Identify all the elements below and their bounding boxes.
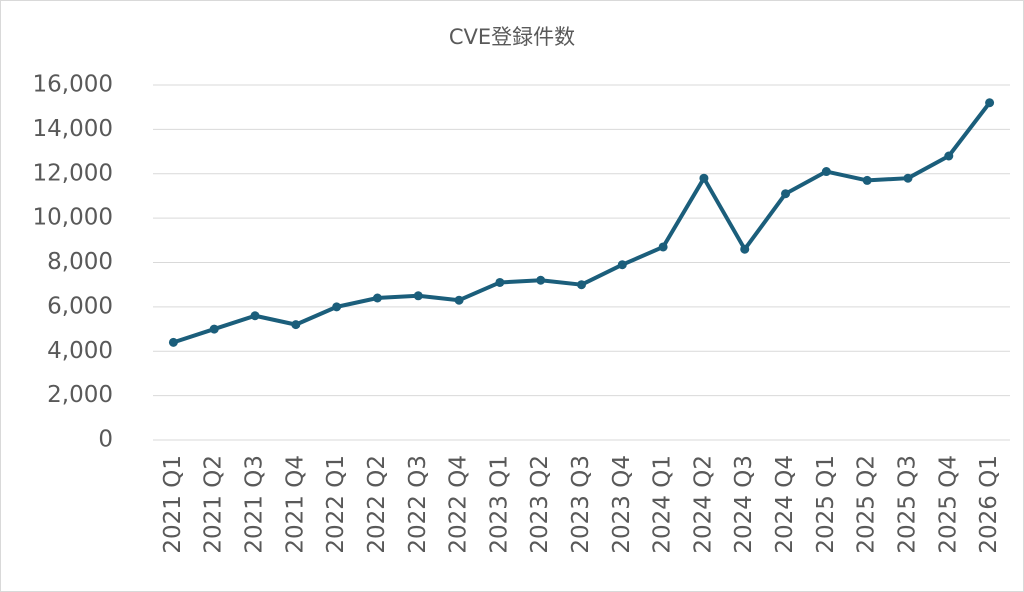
y-tick-label: 14,000 — [33, 116, 113, 142]
point — [291, 320, 301, 330]
x-tick-label: 2025 Q2 — [854, 455, 880, 554]
x-tick-label: 2025 Q1 — [813, 455, 839, 554]
point — [250, 311, 260, 321]
x-tick-label: 2023 Q3 — [568, 455, 594, 554]
x-tick-label: 2022 Q1 — [323, 455, 349, 554]
y-tick-label: 10,000 — [33, 205, 113, 231]
x-tick-label: 2023 Q2 — [527, 455, 553, 554]
y-tick-label: 16,000 — [33, 72, 113, 98]
point — [699, 173, 709, 183]
point — [985, 98, 995, 108]
chart-title: CVE登録件数 — [449, 25, 575, 49]
x-tick-label: 2024 Q2 — [690, 455, 716, 554]
point — [577, 280, 586, 290]
point — [332, 302, 342, 312]
point — [903, 173, 913, 183]
point — [372, 293, 382, 303]
x-tick-label: 2023 Q1 — [486, 455, 512, 554]
point — [740, 244, 750, 254]
x-tick-label: 2026 Q1 — [976, 455, 1002, 554]
point — [209, 324, 219, 334]
x-tick-label: 2024 Q3 — [731, 455, 757, 554]
y-tick-label: 12,000 — [33, 160, 113, 186]
y-tick-label: 6,000 — [47, 293, 113, 319]
y-tick-label: 0 — [98, 427, 113, 453]
point — [536, 275, 546, 285]
point — [413, 291, 423, 301]
point — [821, 167, 831, 177]
x-tick-label: 2021 Q2 — [201, 455, 227, 554]
x-tick-label: 2024 Q4 — [772, 455, 798, 554]
point — [454, 295, 464, 305]
x-tick-label: 2022 Q3 — [405, 455, 431, 554]
y-tick-label: 2,000 — [47, 382, 113, 408]
x-tick-label: 2022 Q2 — [364, 455, 390, 554]
x-tick-label: 2021 Q1 — [160, 455, 186, 554]
x-tick-label: 2025 Q4 — [935, 455, 961, 554]
x-tick-label: 2021 Q4 — [282, 455, 308, 554]
x-tick-label: 2021 Q3 — [242, 455, 268, 554]
y-tick-label: 8,000 — [47, 249, 113, 275]
point — [495, 277, 505, 287]
x-tick-label: 2023 Q4 — [609, 455, 635, 554]
point — [168, 337, 178, 347]
point — [658, 242, 668, 252]
y-tick-label: 4,000 — [47, 338, 113, 364]
point — [617, 260, 627, 270]
x-tick-label: 2025 Q3 — [894, 455, 920, 554]
point — [862, 175, 872, 185]
point — [781, 189, 791, 199]
x-tick-label: 2024 Q1 — [650, 455, 676, 554]
point — [944, 151, 954, 161]
x-tick-label: 2022 Q4 — [446, 455, 472, 554]
